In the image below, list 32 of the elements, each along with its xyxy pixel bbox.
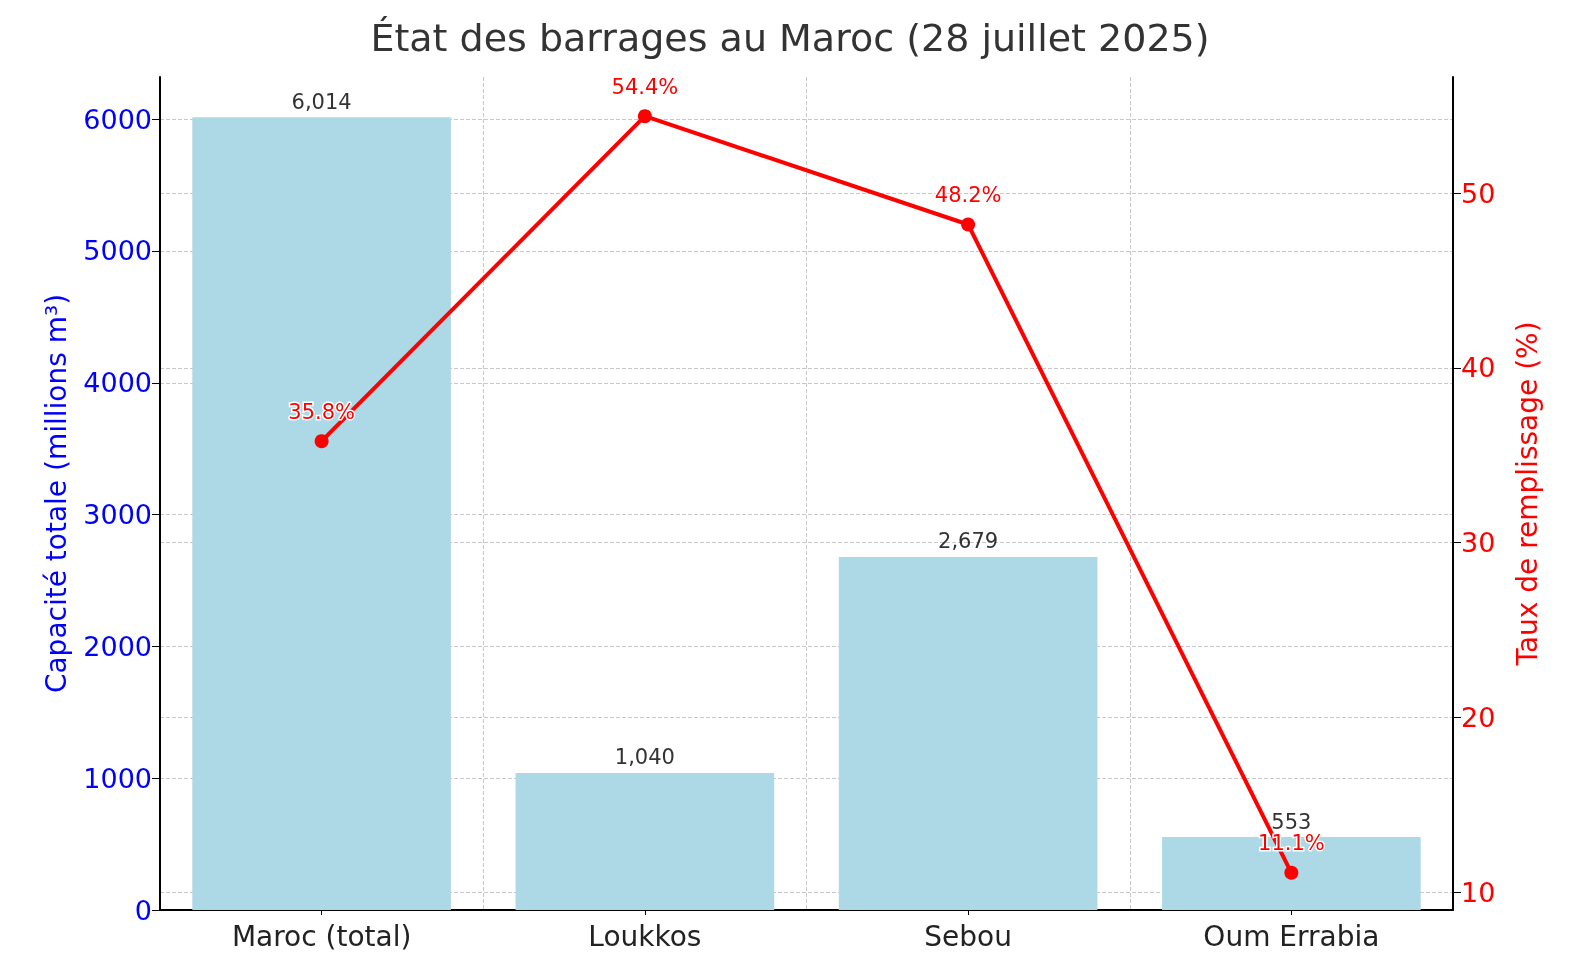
bar	[838, 556, 1098, 910]
x-tick-label: Sebou	[924, 919, 1012, 953]
y-tick-label: 3000	[83, 499, 152, 531]
y2-tick-label: 30	[1461, 527, 1496, 559]
data-label: 54.4%	[611, 74, 679, 99]
point	[1284, 865, 1299, 880]
y-axis-title: Capacité totale (millions m³)	[39, 293, 73, 694]
data-label: 48.2%	[934, 182, 1002, 207]
y2-tick-label: 50	[1461, 177, 1496, 209]
y-tick-label: 0	[134, 894, 152, 926]
point	[637, 109, 652, 124]
bar	[515, 772, 775, 910]
y-tick-label: 2000	[83, 630, 152, 662]
y2-axis-title: Taux de remplissage (%)	[1510, 321, 1544, 667]
point	[961, 217, 976, 232]
x-tick-label: Oum Errabia	[1203, 919, 1380, 953]
y2-tick-label: 40	[1461, 352, 1496, 384]
y-tick-label: 5000	[83, 235, 152, 267]
point	[314, 434, 329, 449]
y2-tick-label: 10	[1461, 876, 1496, 908]
x-tick-label: Maroc (total)	[231, 919, 412, 953]
y2-tick-label: 20	[1461, 701, 1496, 733]
y-tick-label: 4000	[83, 367, 152, 399]
x-tick-label: Loukkos	[588, 919, 702, 953]
y-tick-label: 6000	[83, 103, 152, 135]
chart-title: État des barrages au Maroc (28 juillet 2025)	[370, 16, 1210, 60]
bar	[192, 117, 451, 910]
data-label: 1,040	[614, 745, 675, 770]
y-tick-label: 1000	[83, 762, 152, 794]
data-label: 6,014	[291, 89, 352, 114]
data-label: 553	[1271, 809, 1312, 834]
data-label: 2,679	[938, 529, 999, 554]
